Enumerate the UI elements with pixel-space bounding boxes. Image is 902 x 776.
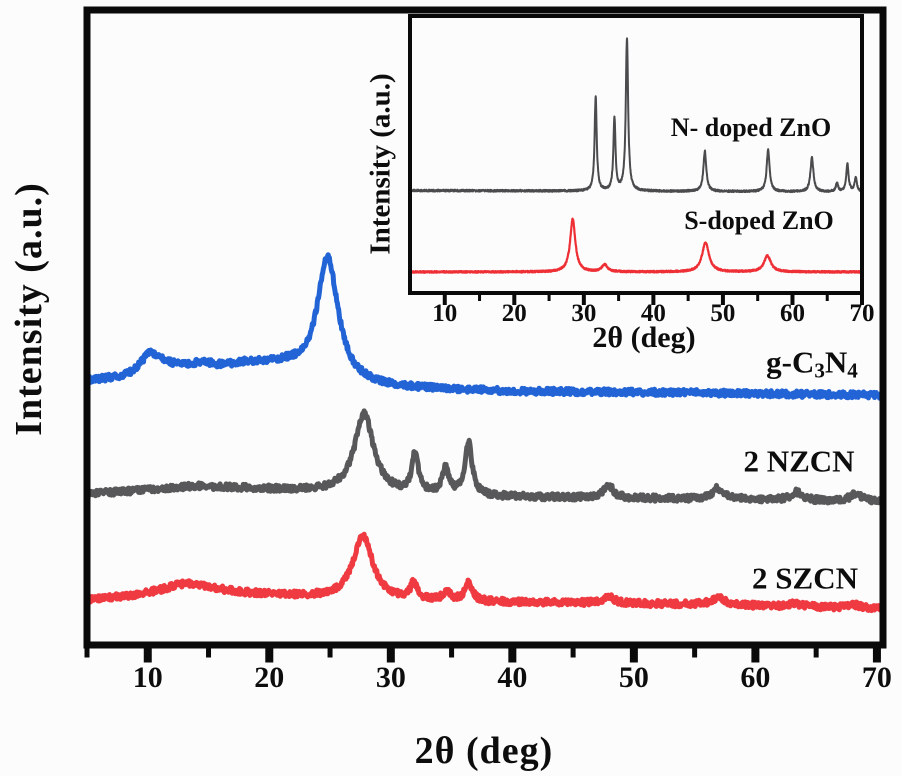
curve-label-g-c3n4-sub4: 4 xyxy=(847,358,858,383)
curve-label-g-c3n4-sub3: 3 xyxy=(814,358,825,383)
inset-x-axis-label: 2θ (deg) xyxy=(592,321,696,354)
inset-plot-frame xyxy=(408,14,864,295)
main-x-tick-label: 10 xyxy=(132,661,163,694)
main-plot-frame xyxy=(83,6,887,649)
inset-x-tick-label: 70 xyxy=(849,300,875,327)
main-x-axis-label: 2θ (deg) xyxy=(414,730,554,772)
inset-plot-background xyxy=(410,16,862,293)
inset-curve-label-s-doped-zno: S-doped ZnO xyxy=(684,206,834,235)
inset-x-tick-label: 50 xyxy=(710,300,736,327)
main-x-tick-label: 70 xyxy=(861,661,892,694)
main-x-tick-label: 40 xyxy=(497,661,528,694)
main-x-tick-label: 30 xyxy=(375,661,406,694)
curve-label-g-c3n4-text: g-C xyxy=(766,344,815,380)
inset-x-tick-label: 30 xyxy=(571,300,597,327)
main-y-axis-label: Intensity (a.u.) xyxy=(8,182,50,436)
curve-2-nzcn xyxy=(90,408,880,506)
inset-x-tick-label: 20 xyxy=(501,300,527,327)
curve-n-doped-zno xyxy=(412,37,860,194)
curve-label-2-szcn: 2 SZCN xyxy=(752,560,858,596)
main-x-tick-label: 60 xyxy=(740,661,771,694)
main-x-tick-label: 20 xyxy=(254,661,285,694)
inset-x-tick-label: 40 xyxy=(640,300,666,327)
curve-label-g-c3n4-text2: N xyxy=(824,344,848,380)
inset-x-tick-label: 10 xyxy=(432,300,458,327)
curve-2-szcn xyxy=(90,531,880,614)
curve-label-2-nzcn: 2 NZCN xyxy=(743,443,855,479)
inset-y-axis-label: Intensity (a.u.) xyxy=(364,73,397,255)
main-x-tick-label: 50 xyxy=(618,661,649,694)
curve-s-doped-zno xyxy=(412,217,860,274)
curve-label-g-c3n4: g-C3N4 xyxy=(766,346,858,381)
inset-curve-label-n-doped-zno: N- doped ZnO xyxy=(670,113,832,142)
curve-g-c3n4 xyxy=(90,252,880,401)
inset-x-tick-label: 60 xyxy=(779,300,805,327)
